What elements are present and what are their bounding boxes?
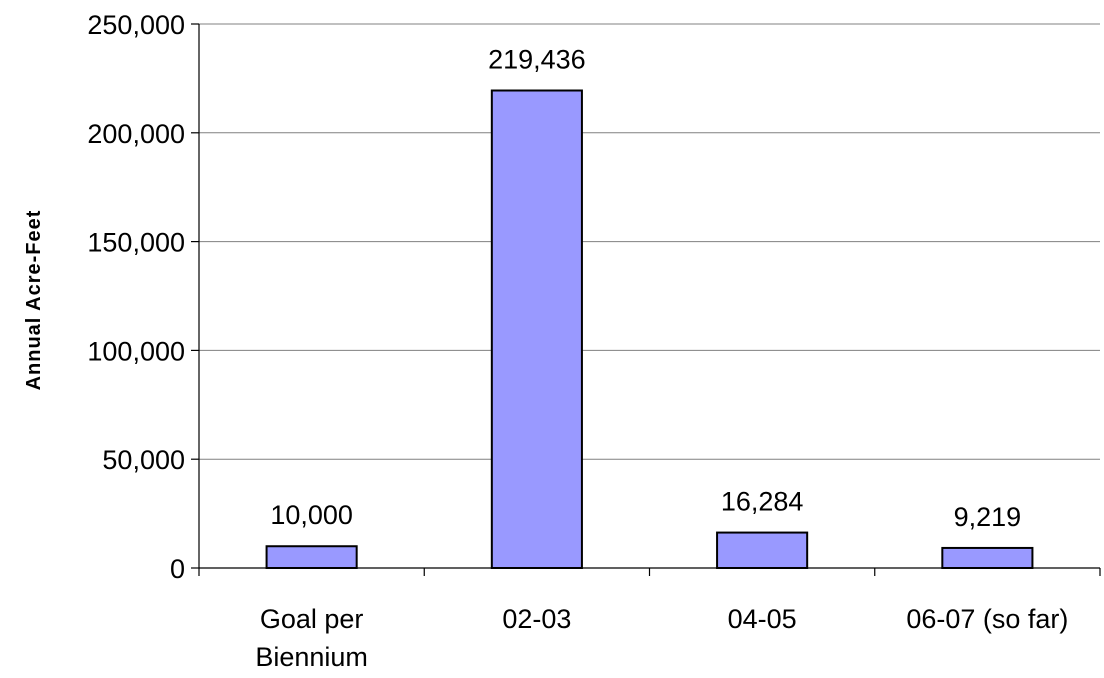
y-axis-title: Annual Acre-Feet xyxy=(23,210,45,391)
x-tick-label: 02-03 xyxy=(502,604,571,634)
axes xyxy=(191,23,1101,576)
y-tick-label: 0 xyxy=(170,554,185,584)
bar xyxy=(490,89,583,569)
data-label: 16,284 xyxy=(721,487,804,517)
data-label: 10,000 xyxy=(270,500,353,530)
gridlines xyxy=(199,23,1100,460)
y-tick-labels: 0 50,000 100,000 150,000 200,000 250,000 xyxy=(87,10,185,584)
bar xyxy=(265,545,358,569)
bar xyxy=(941,546,1034,569)
y-tick-label: 200,000 xyxy=(87,119,185,149)
y-tick-label: 150,000 xyxy=(87,228,185,258)
y-tick-label: 100,000 xyxy=(87,336,185,366)
bar xyxy=(716,531,809,570)
data-labels: 10,000 219,436 16,284 9,219 xyxy=(270,45,1021,532)
x-tick-label: 06-07 (so far) xyxy=(906,604,1068,634)
y-tick-label: 250,000 xyxy=(87,10,185,40)
data-label: 9,219 xyxy=(954,502,1022,532)
data-label: 219,436 xyxy=(488,45,586,75)
y-tick-label: 50,000 xyxy=(102,445,185,475)
x-tick-label: 04-05 xyxy=(728,604,797,634)
x-tick-labels: Goal per Biennium 02-03 04-05 06-07 (so far) xyxy=(255,604,1068,672)
x-tick-label: Goal per Biennium xyxy=(255,604,368,672)
bars xyxy=(265,89,1034,570)
